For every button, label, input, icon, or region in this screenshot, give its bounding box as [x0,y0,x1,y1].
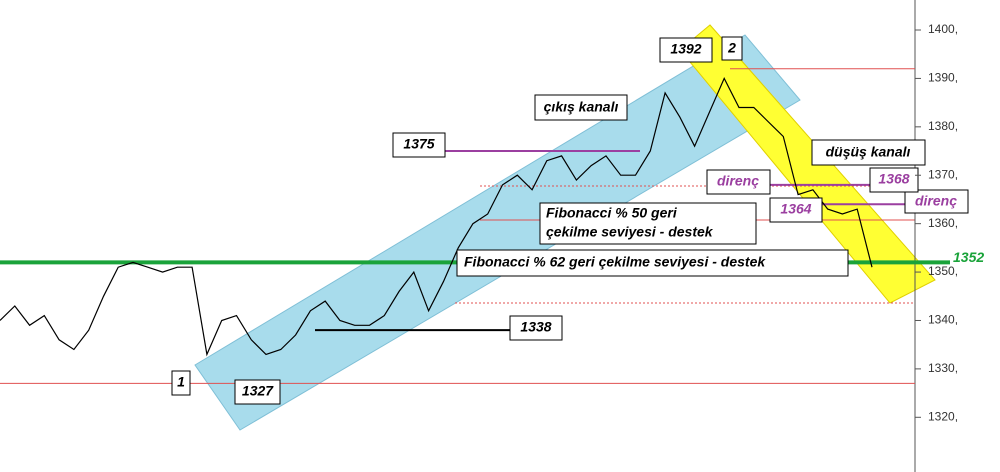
level-label: 1368 [878,171,909,187]
y-tick-label: 1400, [928,22,958,36]
level-box [234,379,281,405]
note: Fibonacci % 50 geri [546,205,678,221]
note: Fibonacci % 62 geri çekilme seviyesi - d… [464,254,766,270]
level-label: 1338 [520,319,551,335]
note-box [721,36,743,61]
level-label: 1364 [780,201,811,217]
note: direnç [915,193,957,209]
annotations: çıkış kanalı düşüş kanalı direnç direnç … [171,36,984,405]
note-box [904,189,969,214]
note-box [539,202,757,245]
level-box [392,132,446,158]
y-tick-label: 1370, [928,167,958,181]
note: 2 [727,40,736,56]
level-box [509,315,563,341]
note-box [456,249,849,277]
y-tick-label: 1350, [928,264,958,278]
y-ticks: 1320, 1330, 1340, 1350, 1360, 1370, 1380, 1390,… [915,22,958,423]
y-tick-label: 1340, [928,313,958,327]
level-label: 1327 [242,383,274,399]
y-tick-label: 1380, [928,119,958,133]
level-box [659,37,713,63]
level-box [769,197,823,223]
level-box [869,167,919,193]
note-box [171,370,191,396]
note: düşüş kanalı [826,144,911,160]
price-line [0,76,873,357]
note: çıkış kanalı [544,99,619,115]
note-box [534,94,628,121]
note-box [811,139,926,166]
level-label: 1352 [953,249,984,265]
level-label: 1375 [403,136,434,152]
y-tick-label: 1390, [928,71,958,85]
note: direnç [717,173,759,189]
level-label: 1392 [670,41,701,57]
rising-channel [194,34,801,431]
price [0,76,873,357]
y-tick-label: 1330, [928,361,958,375]
note-box [706,169,771,195]
note: çekilme seviyesi - destek [546,224,714,240]
y-tick-label: 1320, [928,409,958,423]
y-tick-label: 1360, [928,216,958,230]
note: 1 [177,374,185,390]
